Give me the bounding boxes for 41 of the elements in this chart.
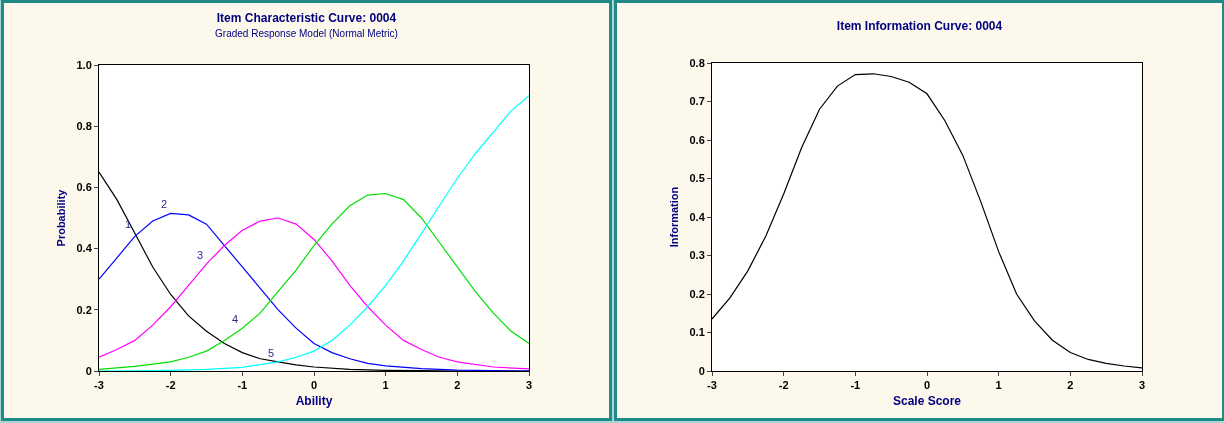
y-tick-label: 0.6 (76, 181, 92, 194)
y-tick-label: 0.5 (689, 172, 705, 185)
x-tick-label: -2 (778, 379, 789, 392)
y-tick-label: 1.0 (76, 58, 92, 71)
y-tick-label: 0.1 (689, 326, 705, 339)
x-tick-label: 0 (310, 379, 318, 392)
chart-title: Item Information Curve: 0004 (836, 19, 1003, 34)
annotation: 2 (161, 198, 168, 210)
y-tick-label: 0.4 (689, 210, 706, 223)
y-tick-label: 0.2 (689, 287, 705, 300)
y-axis-title: Probability (55, 188, 68, 247)
annotation: 4 (232, 313, 239, 325)
x-tick-label: -3 (94, 379, 104, 392)
y-tick-label: 0 (85, 364, 92, 377)
x-tick-label: -1 (850, 379, 861, 392)
x-tick-label: 1 (995, 379, 1002, 392)
annotation: 5 (268, 347, 275, 359)
chart-title: Item Characteristic Curve: 0004 (216, 10, 397, 25)
y-tick-label: 0.7 (689, 95, 705, 108)
chart-subtitle: Graded Response Model (Normal Metric) (215, 28, 398, 40)
y-tick-label: 0.6 (689, 133, 705, 146)
y-tick-label: 0 (698, 364, 705, 377)
annotation: 1 (125, 218, 132, 230)
x-tick-label: 3 (525, 379, 533, 392)
x-tick-label: 1 (382, 379, 389, 392)
y-tick-label: 0.4 (76, 242, 93, 255)
x-tick-label: 2 (1067, 379, 1074, 392)
y-axis-title: Information (668, 186, 681, 248)
x-axis-title: Ability (295, 394, 333, 409)
x-tick-label: -2 (165, 379, 176, 392)
x-axis-title: Scale Score (892, 394, 962, 409)
annotation: 3 (197, 249, 204, 261)
x-tick-label: 0 (923, 379, 931, 392)
y-tick-label: 0.8 (76, 120, 92, 133)
y-tick-label: 0.8 (689, 56, 705, 69)
x-tick-label: 3 (1138, 379, 1146, 392)
x-tick-label: -1 (237, 379, 248, 392)
x-tick-label: 2 (454, 379, 461, 392)
y-tick-label: 0.2 (76, 303, 92, 316)
y-tick-label: 0.3 (689, 249, 705, 262)
x-tick-label: -3 (707, 379, 717, 392)
